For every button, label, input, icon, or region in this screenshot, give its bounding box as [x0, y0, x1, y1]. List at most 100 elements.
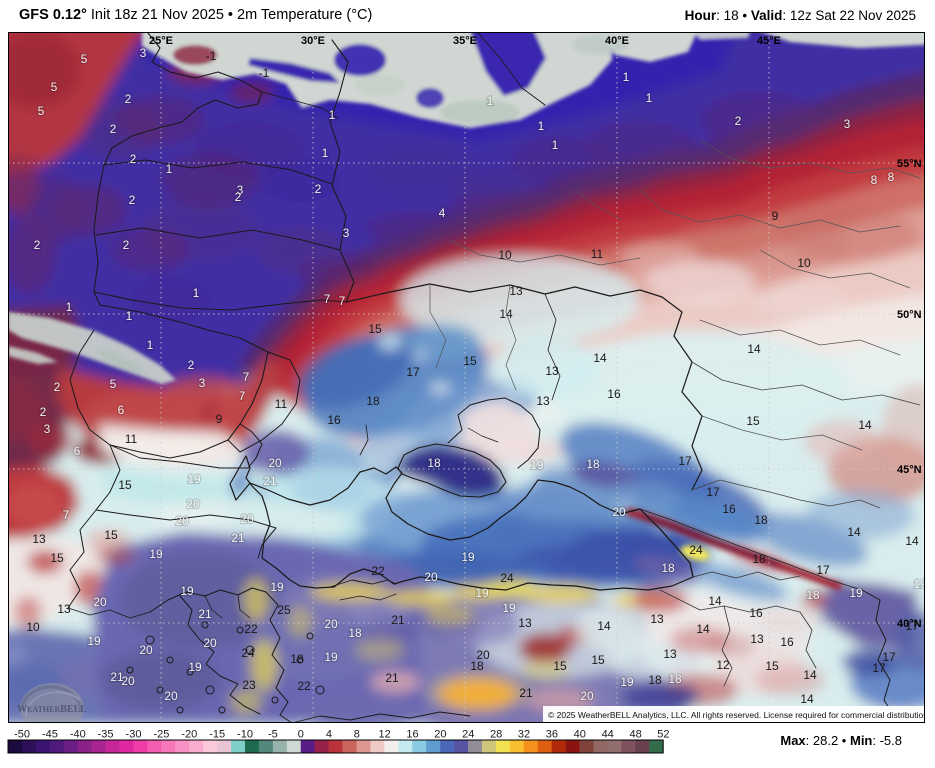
svg-text:10: 10 [498, 248, 512, 262]
svg-text:20: 20 [121, 674, 135, 688]
svg-text:21: 21 [110, 670, 124, 684]
svg-text:16: 16 [749, 606, 763, 620]
svg-text:2: 2 [735, 114, 742, 128]
svg-text:© 2025 WeatherBELL Analytics,: © 2025 WeatherBELL Analytics, LLC. All r… [548, 710, 925, 720]
svg-text:15: 15 [104, 528, 118, 542]
svg-text:1: 1 [646, 91, 653, 105]
svg-text:3: 3 [343, 226, 350, 240]
svg-text:44: 44 [602, 729, 614, 741]
svg-text:1: 1 [166, 162, 173, 176]
svg-text:13: 13 [750, 632, 764, 646]
svg-text:9: 9 [216, 412, 223, 426]
svg-text:1: 1 [552, 138, 559, 152]
svg-text:17: 17 [905, 619, 919, 633]
svg-text:13: 13 [536, 394, 550, 408]
svg-text:2: 2 [125, 92, 132, 106]
svg-text:14: 14 [708, 594, 722, 608]
svg-text:20: 20 [612, 505, 626, 519]
svg-text:12: 12 [716, 658, 730, 672]
svg-text:14: 14 [905, 534, 919, 548]
svg-text:15: 15 [746, 414, 760, 428]
svg-text:12: 12 [378, 729, 390, 741]
svg-text:18: 18 [752, 552, 766, 566]
svg-text:15: 15 [50, 551, 64, 565]
svg-text:8: 8 [871, 173, 878, 187]
svg-text:19: 19 [849, 586, 863, 600]
svg-text:16: 16 [607, 387, 621, 401]
svg-text:48: 48 [629, 729, 641, 741]
svg-text:18: 18 [290, 652, 304, 666]
svg-text:13: 13 [32, 532, 46, 546]
svg-text:19: 19 [530, 458, 544, 472]
svg-text:17: 17 [816, 563, 830, 577]
svg-text:15: 15 [368, 322, 382, 336]
svg-text:8: 8 [354, 729, 360, 741]
svg-text:21: 21 [231, 531, 245, 545]
svg-text:1: 1 [193, 286, 200, 300]
svg-text:14: 14 [858, 418, 872, 432]
svg-text:18: 18 [366, 394, 380, 408]
svg-text:2: 2 [315, 182, 322, 196]
svg-text:15: 15 [463, 354, 477, 368]
svg-text:13: 13 [518, 616, 532, 630]
svg-text:23: 23 [242, 678, 256, 692]
svg-text:-1: -1 [206, 49, 217, 63]
svg-text:19: 19 [149, 547, 163, 561]
svg-text:18: 18 [754, 513, 768, 527]
svg-text:14: 14 [803, 668, 817, 682]
svg-text:-50: -50 [14, 729, 30, 741]
svg-text:9: 9 [772, 209, 779, 223]
svg-text:16: 16 [722, 502, 736, 516]
svg-text:13: 13 [545, 364, 559, 378]
svg-text:18: 18 [470, 659, 484, 673]
svg-text:4: 4 [439, 206, 446, 220]
svg-text:18: 18 [648, 673, 662, 687]
svg-text:2: 2 [110, 122, 117, 136]
svg-text:13: 13 [650, 612, 664, 626]
svg-text:6: 6 [118, 403, 125, 417]
svg-text:35°E: 35°E [453, 35, 477, 47]
svg-text:22: 22 [244, 622, 258, 636]
svg-text:19: 19 [913, 577, 925, 591]
svg-text:13: 13 [57, 602, 71, 616]
svg-text:45°E: 45°E [757, 35, 781, 47]
svg-text:20: 20 [164, 689, 178, 703]
svg-text:2: 2 [235, 190, 242, 204]
svg-text:24: 24 [241, 646, 255, 660]
svg-text:3: 3 [140, 46, 147, 60]
svg-text:19: 19 [461, 550, 475, 564]
svg-text:5: 5 [110, 377, 117, 391]
svg-text:17: 17 [406, 365, 420, 379]
svg-text:20: 20 [580, 689, 594, 703]
svg-text:3: 3 [844, 117, 851, 131]
svg-text:22: 22 [297, 679, 311, 693]
svg-text:20: 20 [434, 729, 446, 741]
svg-text:16: 16 [780, 635, 794, 649]
svg-text:20: 20 [424, 570, 438, 584]
svg-text:16: 16 [406, 729, 418, 741]
svg-text:1: 1 [538, 119, 545, 133]
svg-text:19: 19 [502, 601, 516, 615]
svg-text:20: 20 [186, 497, 200, 511]
svg-text:0: 0 [298, 729, 304, 741]
svg-text:5: 5 [81, 52, 88, 66]
svg-text:15: 15 [591, 653, 605, 667]
svg-text:-15: -15 [209, 729, 225, 741]
svg-text:10: 10 [26, 620, 40, 634]
svg-text:2: 2 [129, 193, 136, 207]
svg-text:19: 19 [180, 584, 194, 598]
svg-text:20: 20 [139, 643, 153, 657]
svg-text:45°N: 45°N [897, 464, 922, 476]
svg-text:20: 20 [324, 617, 338, 631]
svg-text:18: 18 [427, 456, 441, 470]
svg-text:11: 11 [591, 247, 604, 261]
svg-text:19: 19 [87, 634, 101, 648]
svg-text:17: 17 [706, 485, 720, 499]
svg-text:-10: -10 [237, 729, 253, 741]
svg-text:15: 15 [765, 659, 779, 673]
svg-text:19: 19 [324, 650, 338, 664]
svg-text:19: 19 [270, 580, 284, 594]
svg-text:25°E: 25°E [149, 35, 173, 47]
svg-text:-20: -20 [181, 729, 197, 741]
svg-text:18: 18 [348, 626, 362, 640]
